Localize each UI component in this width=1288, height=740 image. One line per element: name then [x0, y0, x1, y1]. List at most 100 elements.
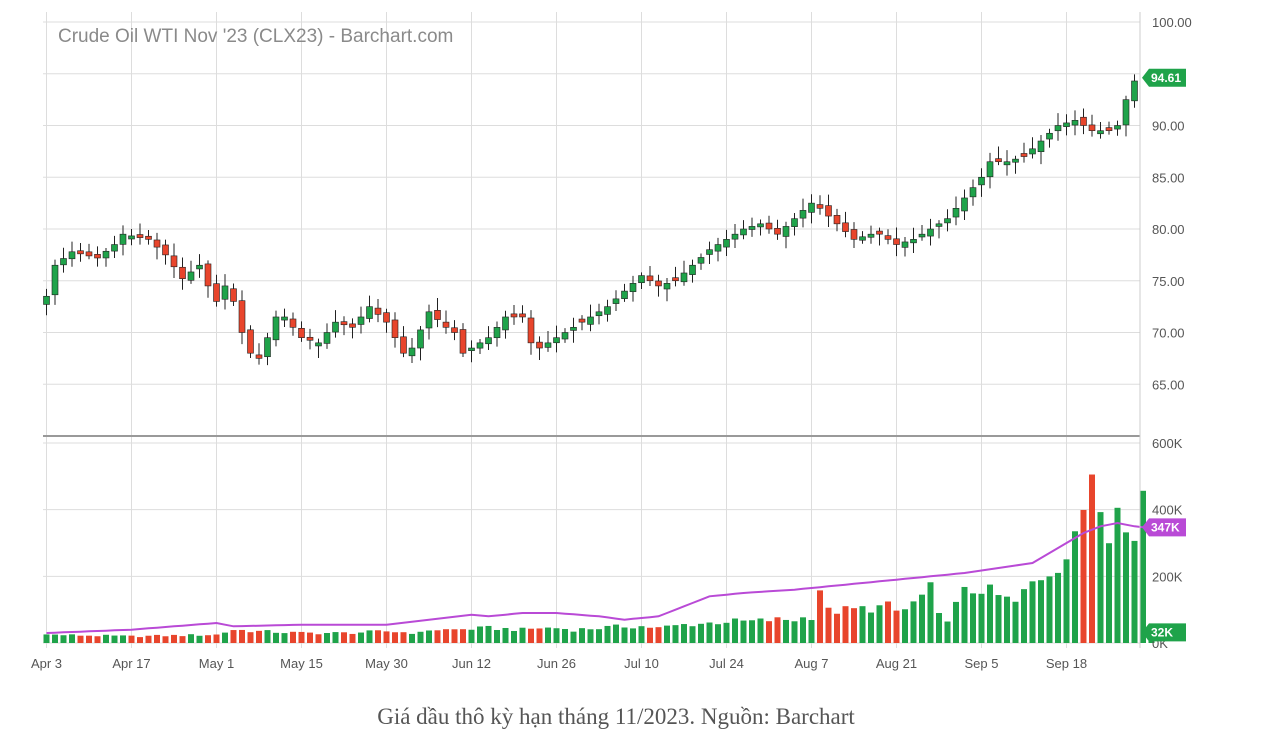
- volume-bar: [528, 628, 534, 643]
- candle: [723, 229, 730, 256]
- candle: [544, 330, 552, 352]
- candle: [587, 304, 594, 332]
- candle: [1071, 110, 1079, 136]
- volume-bar: [298, 631, 305, 643]
- candle: [51, 259, 59, 305]
- candle: [102, 247, 110, 267]
- candle: [1105, 121, 1113, 135]
- x-tick-label: May 1: [199, 656, 234, 671]
- candle: [740, 220, 747, 240]
- candle: [94, 246, 101, 267]
- candle: [969, 179, 977, 206]
- volume-bar: [987, 584, 993, 643]
- candle: [170, 243, 178, 278]
- chart: 100.0095.0090.0085.0080.0075.0070.0065.0…: [31, 12, 1192, 671]
- candle: [757, 219, 764, 236]
- volume-bar: [519, 627, 526, 643]
- volume-bar: [808, 620, 815, 643]
- volume-bar: [715, 624, 721, 643]
- volume-bar: [94, 636, 101, 643]
- candle: [264, 332, 271, 366]
- last-price-label: 94.61: [1151, 71, 1181, 85]
- candle: [1054, 113, 1062, 141]
- candle: [672, 266, 679, 287]
- volume-bar: [1114, 507, 1121, 643]
- volume-bar: [417, 631, 424, 643]
- volume-bar: [162, 636, 169, 643]
- candle: [918, 225, 926, 241]
- price-tick-label: 65.00: [1152, 377, 1185, 392]
- candle: [451, 320, 458, 341]
- candle: [459, 323, 467, 358]
- candle: [1080, 108, 1087, 135]
- candle: [782, 221, 790, 249]
- candle: [391, 312, 399, 348]
- volume-bar: [783, 619, 789, 643]
- volume-bar: [817, 590, 823, 643]
- volume-bar: [689, 626, 696, 643]
- volume-bar: [1140, 490, 1146, 643]
- volume-bar: [511, 630, 517, 643]
- volume-bar: [1080, 509, 1087, 643]
- candle: [1063, 114, 1070, 136]
- volume-bar: [86, 635, 92, 643]
- x-tick-label: Jul 10: [624, 656, 659, 671]
- x-tick-label: May 15: [280, 656, 323, 671]
- candle: [850, 222, 858, 248]
- volume-bar: [111, 635, 118, 643]
- candle: [213, 274, 220, 307]
- candle: [204, 260, 212, 298]
- volume-bar: [970, 593, 976, 643]
- candle: [332, 310, 339, 338]
- volume-bar: [222, 632, 228, 643]
- candle: [833, 208, 841, 232]
- volume-bar: [876, 605, 883, 643]
- candle: [935, 220, 943, 239]
- volume-bar: [1004, 596, 1010, 643]
- volume-bar: [409, 633, 415, 643]
- volume-bar: [885, 601, 891, 643]
- volume-bar: [137, 637, 143, 643]
- volume-bar: [604, 625, 611, 643]
- volume-bar: [825, 607, 832, 643]
- volume-average-badge: 347K: [1142, 518, 1186, 537]
- volume-bar: [570, 631, 577, 643]
- volume-bar: [613, 624, 619, 643]
- volume-bar: [494, 629, 500, 643]
- figure-caption: Giá dầu thô kỳ hạn tháng 11/2023. Nguồn:…: [377, 704, 855, 729]
- volume-bar: [1072, 531, 1078, 643]
- volume-bar: [60, 635, 67, 643]
- volume-bar: [919, 594, 925, 643]
- candle: [944, 209, 951, 232]
- volume-bar: [103, 634, 109, 643]
- volume-bar: [426, 630, 432, 643]
- candle: [927, 218, 934, 246]
- candle: [901, 237, 909, 257]
- volume-bar: [698, 623, 704, 643]
- candle: [893, 227, 900, 257]
- volume-bar: [502, 627, 509, 643]
- candle: [774, 219, 781, 240]
- candle: [1122, 95, 1130, 137]
- candle: [323, 323, 331, 349]
- volume-bar: [256, 630, 262, 643]
- volume-bar: [290, 631, 296, 643]
- volume-bar: [315, 634, 322, 643]
- candle: [697, 253, 705, 270]
- candle: [1037, 134, 1045, 165]
- volume-bar: [69, 634, 75, 643]
- x-tick-label: Aug 7: [795, 656, 829, 671]
- price-gridlines: [43, 12, 1140, 648]
- volume-bar: [791, 621, 798, 643]
- candle: [366, 295, 373, 323]
- volume-bar: [52, 634, 58, 643]
- candle: [289, 312, 297, 336]
- volume-bar: [196, 635, 203, 643]
- candle: [281, 308, 288, 327]
- x-tick-label: Jun 26: [537, 656, 576, 671]
- volume-bar: [171, 634, 177, 643]
- candle: [153, 232, 161, 260]
- x-tick-label: Apr 3: [31, 656, 62, 671]
- volume-bar: [936, 613, 942, 643]
